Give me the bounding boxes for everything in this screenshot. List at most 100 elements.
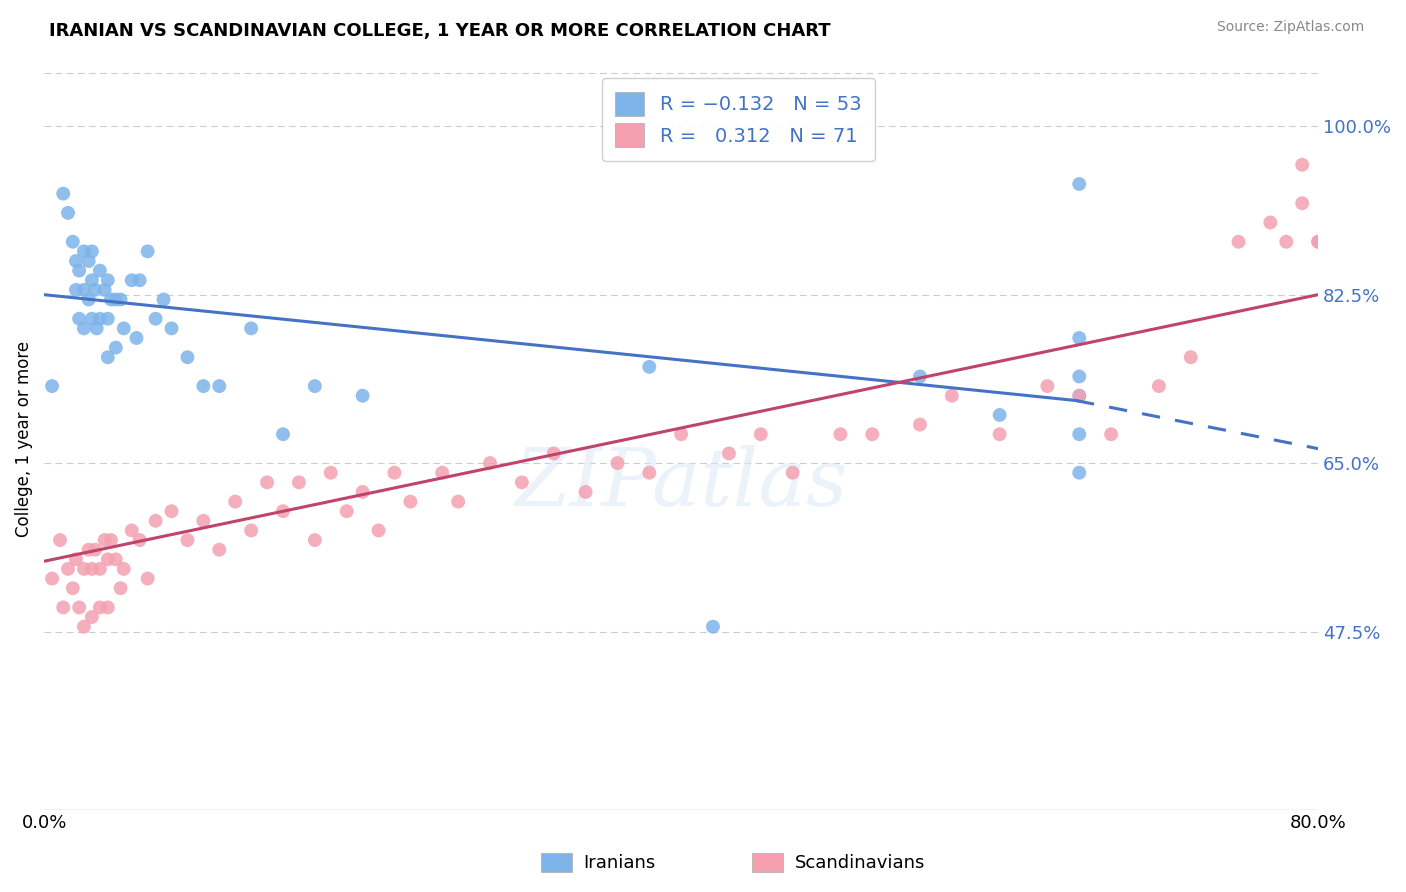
Point: [638, 359, 661, 374]
Point: [908, 417, 931, 432]
Point: [93, 283, 115, 297]
Point: [352, 389, 374, 403]
Point: [240, 524, 263, 538]
Point: [336, 504, 359, 518]
Point: [80, 273, 103, 287]
Point: [77, 542, 100, 557]
Point: [73, 283, 96, 297]
Point: [89, 263, 111, 277]
Point: [860, 427, 883, 442]
Point: [49, 533, 72, 547]
Point: [256, 475, 278, 490]
Point: [176, 533, 198, 547]
Point: [121, 524, 143, 538]
Point: [97, 273, 120, 287]
Text: Scandinavians: Scandinavians: [794, 854, 925, 871]
Point: [97, 311, 120, 326]
Point: [1099, 427, 1122, 442]
Point: [749, 427, 772, 442]
Point: [1275, 235, 1298, 249]
Point: [100, 533, 122, 547]
Point: [80, 311, 103, 326]
Point: [52, 186, 75, 201]
Point: [125, 331, 148, 345]
Point: [384, 466, 406, 480]
Point: [367, 524, 389, 538]
Point: [104, 341, 127, 355]
Text: ZIPatlas: ZIPatlas: [515, 445, 848, 522]
Point: [574, 485, 596, 500]
Legend: R = −0.132   N = 53, R =   0.312   N = 71: R = −0.132 N = 53, R = 0.312 N = 71: [602, 78, 876, 161]
Point: [176, 350, 198, 364]
Point: [1069, 466, 1091, 480]
Point: [104, 552, 127, 566]
Point: [702, 620, 724, 634]
Point: [104, 293, 127, 307]
Point: [271, 427, 294, 442]
Point: [1036, 379, 1059, 393]
Point: [41, 379, 63, 393]
Point: [84, 542, 107, 557]
Point: [240, 321, 263, 335]
Point: [224, 494, 246, 508]
Point: [97, 552, 120, 566]
Point: [271, 504, 294, 518]
Point: [479, 456, 502, 470]
Point: [80, 244, 103, 259]
Point: [1069, 389, 1091, 403]
Point: [62, 235, 84, 249]
Point: [62, 581, 84, 595]
Point: [112, 562, 135, 576]
Point: [67, 263, 90, 277]
Point: [1069, 389, 1091, 403]
Point: [145, 311, 167, 326]
Point: [73, 620, 96, 634]
Point: [1308, 235, 1330, 249]
Point: [56, 206, 79, 220]
Point: [73, 244, 96, 259]
Point: [543, 446, 565, 460]
Point: [65, 254, 87, 268]
Point: [399, 494, 422, 508]
Point: [73, 562, 96, 576]
Point: [97, 350, 120, 364]
Point: [1069, 177, 1091, 191]
Point: [352, 485, 374, 500]
Point: [89, 311, 111, 326]
Point: [160, 321, 183, 335]
Point: [1147, 379, 1170, 393]
Point: [193, 379, 215, 393]
Point: [606, 456, 628, 470]
Point: [100, 293, 122, 307]
Point: [86, 321, 108, 335]
Point: [208, 542, 231, 557]
Point: [67, 311, 90, 326]
Point: [128, 533, 150, 547]
Point: [782, 466, 804, 480]
Text: Source: ZipAtlas.com: Source: ZipAtlas.com: [1216, 20, 1364, 34]
Point: [52, 600, 75, 615]
Point: [1291, 158, 1313, 172]
Point: [717, 446, 740, 460]
Point: [988, 427, 1011, 442]
Point: [128, 273, 150, 287]
Point: [1308, 235, 1330, 249]
Point: [136, 244, 159, 259]
Point: [112, 321, 135, 335]
Point: [447, 494, 470, 508]
Point: [145, 514, 167, 528]
Point: [80, 562, 103, 576]
Point: [1180, 350, 1202, 364]
Point: [193, 514, 215, 528]
Point: [89, 562, 111, 576]
Point: [304, 533, 326, 547]
Point: [160, 504, 183, 518]
Point: [1291, 196, 1313, 211]
Point: [988, 408, 1011, 422]
Point: [288, 475, 311, 490]
Point: [319, 466, 342, 480]
Point: [41, 572, 63, 586]
Point: [432, 466, 454, 480]
Point: [121, 273, 143, 287]
Point: [304, 379, 326, 393]
